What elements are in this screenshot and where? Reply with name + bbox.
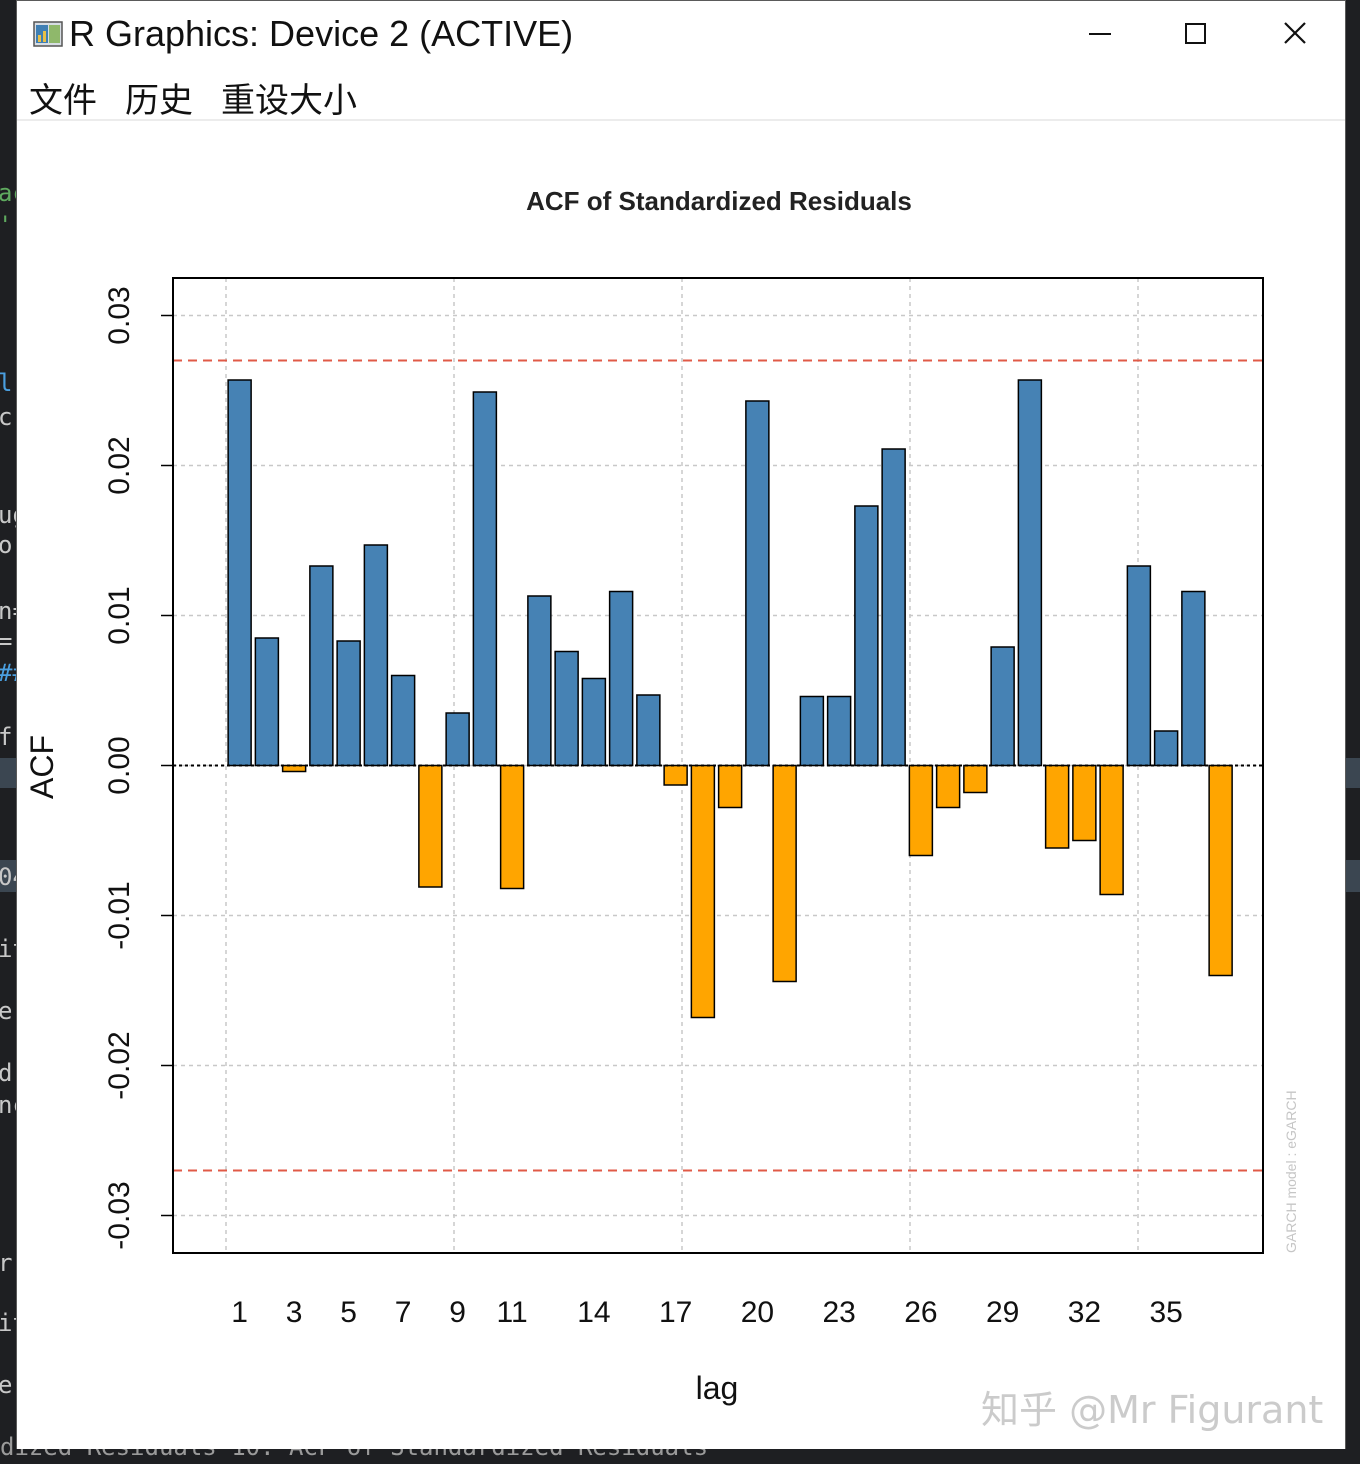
background-code-fragment: l xyxy=(0,369,13,397)
x-tick-label: 7 xyxy=(395,1296,412,1329)
acf-bar xyxy=(772,764,797,983)
acf-bar xyxy=(636,694,661,767)
y-tick-label: 0.01 xyxy=(103,586,136,644)
maximize-icon xyxy=(1185,23,1206,44)
acf-bar xyxy=(227,379,252,767)
close-icon xyxy=(1284,22,1306,44)
acf-bar xyxy=(445,712,470,767)
acf-bar xyxy=(1153,730,1179,767)
acf-bar xyxy=(1208,764,1233,977)
y-tick-label: 0.00 xyxy=(103,736,136,794)
r-graphics-app-icon xyxy=(33,21,63,47)
y-tick-label: 0.02 xyxy=(103,436,136,494)
acf-bar xyxy=(1044,764,1070,849)
x-tick-label: 5 xyxy=(340,1296,357,1329)
chart-title: ACF of Standardized Residuals xyxy=(526,186,912,216)
maximize-button[interactable] xyxy=(1173,11,1217,55)
acf-bar xyxy=(908,764,934,857)
acf-bar xyxy=(1017,379,1043,767)
acf-bar xyxy=(1181,590,1206,767)
x-tick-label: 32 xyxy=(1068,1296,1101,1329)
title-bar[interactable]: R Graphics: Device 2 (ACTIVE) xyxy=(17,1,1345,67)
window-title: R Graphics: Device 2 (ACTIVE) xyxy=(69,13,574,54)
minimize-button[interactable] xyxy=(1077,11,1121,55)
x-tick-label: 14 xyxy=(577,1296,610,1329)
confidence-bounds-layer xyxy=(173,359,1263,1172)
close-button[interactable] xyxy=(1273,11,1317,55)
y-tick-label: -0.03 xyxy=(103,1181,136,1249)
acf-bar xyxy=(554,650,579,767)
acf-bar xyxy=(1072,764,1097,842)
y-tick-label: -0.01 xyxy=(103,881,136,949)
acf-bar xyxy=(336,640,361,767)
x-tick-label: 29 xyxy=(986,1296,1019,1329)
acf-bar xyxy=(363,544,389,767)
menu-resize[interactable]: 重设大小 xyxy=(221,81,357,121)
menu-bar: 文件 历史 重设大小 xyxy=(17,67,1345,121)
y-tick-label: -0.02 xyxy=(103,1031,136,1099)
acf-bar xyxy=(990,646,1015,767)
x-tick-label: 11 xyxy=(497,1296,528,1329)
acf-bar xyxy=(581,677,607,767)
y-axis: -0.03 -0.02 -0.01 0.00 0.01 0.02 0.03 xyxy=(103,286,173,1250)
bars-layer xyxy=(227,379,1233,1019)
acf-bar xyxy=(745,400,770,767)
x-tick-label: 23 xyxy=(822,1296,855,1329)
acf-bar xyxy=(1099,764,1124,896)
x-tick-label: 9 xyxy=(449,1296,466,1329)
r-graphics-window: R Graphics: Device 2 (ACTIVE) 文件 历史 重设大小… xyxy=(16,0,1346,1449)
menu-history[interactable]: 历史 xyxy=(125,81,193,121)
acf-bar xyxy=(881,448,906,767)
background-code-fragment: r xyxy=(0,1249,13,1277)
acf-bar xyxy=(854,505,879,767)
x-axis-label: lag xyxy=(696,1370,739,1406)
x-axis: 1 3 5 7 9 11 14 17 20 23 26 29 32 35 xyxy=(231,1296,1183,1329)
y-axis-label: ACF xyxy=(24,735,60,799)
acf-bar xyxy=(690,764,716,1019)
acf-bar xyxy=(254,637,280,767)
acf-bar xyxy=(472,391,498,767)
x-tick-label: 3 xyxy=(286,1296,303,1329)
watermark: 知乎 @Mr Figurant xyxy=(981,1388,1324,1432)
acf-bar xyxy=(826,695,852,767)
acf-bar xyxy=(663,764,688,786)
acf-bar xyxy=(935,764,961,809)
x-tick-label: 1 xyxy=(231,1296,248,1329)
x-tick-label: 35 xyxy=(1149,1296,1182,1329)
acf-bar xyxy=(527,595,552,767)
x-tick-label: 26 xyxy=(904,1296,937,1329)
acf-bar xyxy=(608,590,634,767)
y-tick-label: 0.03 xyxy=(103,286,136,344)
acf-bar xyxy=(1126,565,1152,767)
acf-bar xyxy=(963,764,988,794)
menu-file[interactable]: 文件 xyxy=(29,81,97,121)
model-side-note: GARCH model : eGARCH xyxy=(1283,1090,1299,1253)
acf-bar xyxy=(390,674,416,767)
acf-bar xyxy=(717,764,743,809)
acf-bar xyxy=(799,695,825,767)
acf-bar xyxy=(499,764,525,890)
acf-bar xyxy=(309,565,334,767)
x-tick-label: 20 xyxy=(741,1296,774,1329)
minimize-icon xyxy=(1089,33,1111,35)
acf-bar xyxy=(418,764,443,888)
x-tick-label: 17 xyxy=(659,1296,692,1329)
acf-chart: -0.03-0.02-0.010.000.010.020.03 1 3 5 7 9 11 1… xyxy=(24,186,1299,1406)
